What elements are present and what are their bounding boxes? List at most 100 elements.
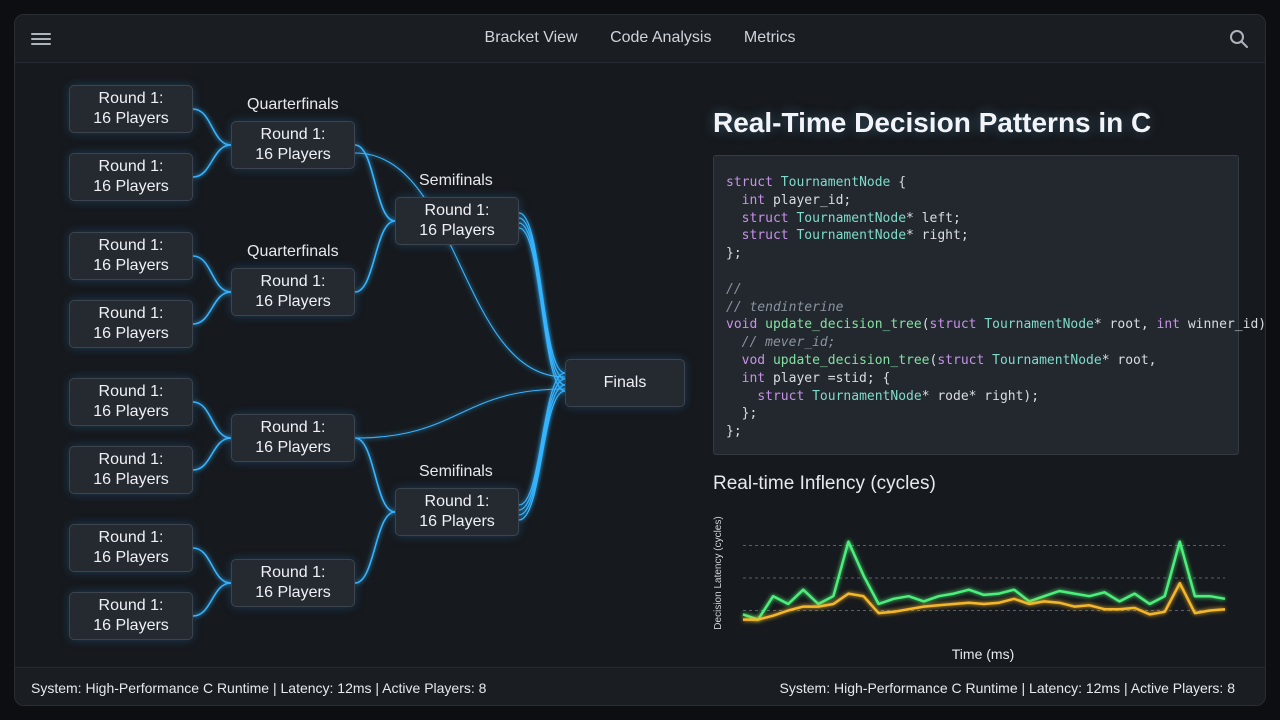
x-axis-label: Time (ms) bbox=[952, 646, 1014, 662]
node-line1: Round 1: bbox=[260, 273, 326, 290]
bracket-connector bbox=[192, 582, 232, 617]
code-line: }; bbox=[726, 406, 758, 422]
bracket-connector bbox=[354, 152, 566, 378]
quarterfinal-node[interactable]: Round 1: 16 Players bbox=[231, 121, 355, 169]
node-line2: 16 Players bbox=[419, 222, 495, 239]
quarterfinals-label: Quarterfinals bbox=[247, 243, 339, 260]
bracket-connector bbox=[518, 222, 566, 386]
node-line2: 16 Players bbox=[93, 257, 169, 274]
code-line: struct TournamentNode* rode* right); bbox=[757, 388, 1040, 404]
status-text-right: System: High-Performance C Runtime | Lat… bbox=[779, 680, 1235, 696]
y-axis-label: Decision Latency (cycles) bbox=[713, 516, 724, 629]
top-navigation-bar: Bracket View Code Analysis Metrics bbox=[15, 15, 1265, 63]
bracket-connector bbox=[354, 220, 396, 293]
round1-node[interactable]: Round 1: 16 Players bbox=[69, 378, 193, 426]
chart-title: Real-time Inflency (cycles) bbox=[713, 473, 936, 494]
nav-code-analysis[interactable]: Code Analysis bbox=[610, 29, 712, 46]
nav-metrics[interactable]: Metrics bbox=[743, 29, 796, 46]
node-line1: Round 1: bbox=[260, 126, 326, 143]
node-line1: Round 1: bbox=[98, 90, 164, 107]
node-line2: 16 Players bbox=[93, 178, 169, 195]
node-line2: 16 Players bbox=[255, 146, 331, 163]
round1-node[interactable]: Round 1: 16 Players bbox=[69, 232, 193, 280]
nav-bracket-view[interactable]: Bracket View bbox=[484, 29, 578, 46]
finals-label: Finals bbox=[603, 374, 647, 391]
node-line2: 16 Players bbox=[419, 513, 495, 530]
bracket-connector bbox=[518, 390, 566, 521]
bracket-connector bbox=[354, 144, 396, 222]
bracket-connector bbox=[518, 372, 566, 506]
node-line1: Round 1: bbox=[98, 158, 164, 175]
quarterfinals-label: Quarterfinals bbox=[247, 96, 339, 113]
code-line: int player_id; bbox=[741, 192, 852, 208]
quarterfinal-node[interactable]: Round 1: 16 Players bbox=[231, 559, 355, 607]
bracket-connector bbox=[192, 547, 232, 584]
bracket-connectors bbox=[192, 108, 715, 617]
status-bar: System: High-Performance C Runtime | Lat… bbox=[15, 667, 1265, 705]
series-line-1 bbox=[743, 581, 1226, 621]
status-text-left: System: High-Performance C Runtime | Lat… bbox=[31, 680, 487, 696]
round1-node[interactable]: Round 1: 16 Players bbox=[69, 524, 193, 572]
round1-node[interactable]: Round 1: 16 Players bbox=[69, 300, 193, 348]
node-line1: Round 1: bbox=[260, 564, 326, 581]
quarterfinal-node[interactable]: Round 1: 16 Players bbox=[231, 414, 355, 462]
node-line1: Round 1: bbox=[260, 419, 326, 436]
node-line2: 16 Players bbox=[255, 584, 331, 601]
node-line2: 16 Players bbox=[93, 325, 169, 342]
node-line1: Round 1: bbox=[98, 451, 164, 468]
node-line2: 16 Players bbox=[93, 110, 169, 127]
node-line2: 16 Players bbox=[93, 403, 169, 420]
code-line: vod update_decision_tree(struct Tourname… bbox=[741, 352, 1157, 368]
node-line2: 16 Players bbox=[255, 439, 331, 456]
code-line: // tendinterine bbox=[726, 299, 844, 315]
search-icon[interactable] bbox=[1229, 29, 1249, 49]
bracket-connector bbox=[192, 108, 232, 146]
semifinal-node[interactable]: Round 1: 16 Players bbox=[395, 197, 519, 245]
bracket-connector bbox=[192, 144, 232, 178]
round1-node[interactable]: Round 1: 16 Players bbox=[69, 592, 193, 640]
node-line2: 16 Players bbox=[255, 293, 331, 310]
node-line1: Round 1: bbox=[98, 597, 164, 614]
code-line: struct TournamentNode* right; bbox=[741, 228, 969, 244]
bracket-connector bbox=[518, 217, 566, 380]
semifinal-node[interactable]: Round 1: 16 Players bbox=[395, 488, 519, 536]
node-line1: Round 1: bbox=[424, 202, 490, 219]
code-line: int player =stid; { bbox=[741, 370, 891, 386]
node-line2: 16 Players bbox=[93, 549, 169, 566]
node-line1: Round 1: bbox=[98, 305, 164, 322]
node-line1: Round 1: bbox=[98, 529, 164, 546]
main-content: Round 1: 16 Players Round 1: 16 Players Ro… bbox=[15, 63, 1265, 667]
code-line: // bbox=[726, 281, 742, 297]
semifinals-label: Semifinals bbox=[419, 463, 493, 480]
bracket-connector bbox=[518, 378, 566, 511]
code-line bbox=[726, 263, 1226, 281]
code-line: void update_decision_tree(struct Tournam… bbox=[726, 317, 1266, 333]
node-line1: Round 1: bbox=[98, 237, 164, 254]
code-line: // mever_id; bbox=[726, 335, 836, 351]
code-line: struct TournamentNode { bbox=[726, 175, 907, 190]
code-panel[interactable]: struct TournamentNode { int player_id; s… bbox=[713, 155, 1266, 455]
bracket-connector bbox=[192, 255, 232, 293]
panel-title: Real-Time Decision Patterns in C bbox=[713, 107, 1152, 138]
semifinals-label: Semifinals bbox=[419, 172, 493, 189]
bracket-connector bbox=[192, 437, 232, 471]
bracket-connector bbox=[354, 388, 566, 439]
node-line1: Round 1: bbox=[98, 383, 164, 400]
node-line2: 16 Players bbox=[93, 471, 169, 488]
round1-node[interactable]: Round 1: 16 Players bbox=[69, 153, 193, 201]
code-line: }; bbox=[726, 246, 742, 262]
main-nav: Bracket View Code Analysis Metrics bbox=[15, 29, 1265, 47]
bracket-connector bbox=[354, 511, 396, 584]
round1-node[interactable]: Round 1: 16 Players bbox=[69, 85, 193, 133]
app-window: Bracket View Code Analysis Metrics Round… bbox=[14, 14, 1266, 706]
code-line: }; bbox=[726, 424, 742, 440]
code-line: struct TournamentNode* left; bbox=[741, 210, 961, 226]
finals-node[interactable]: Finals bbox=[565, 359, 685, 407]
latency-chart: Decision Latency (cycles) Time (ms) bbox=[713, 516, 1226, 662]
bracket-connector bbox=[518, 384, 566, 516]
bracket-connector bbox=[192, 291, 232, 325]
quarterfinal-node[interactable]: Round 1: 16 Players bbox=[231, 268, 355, 316]
round1-node[interactable]: Round 1: 16 Players bbox=[69, 446, 193, 494]
bracket-connector bbox=[192, 401, 232, 439]
hamburger-menu-icon[interactable] bbox=[31, 30, 51, 48]
